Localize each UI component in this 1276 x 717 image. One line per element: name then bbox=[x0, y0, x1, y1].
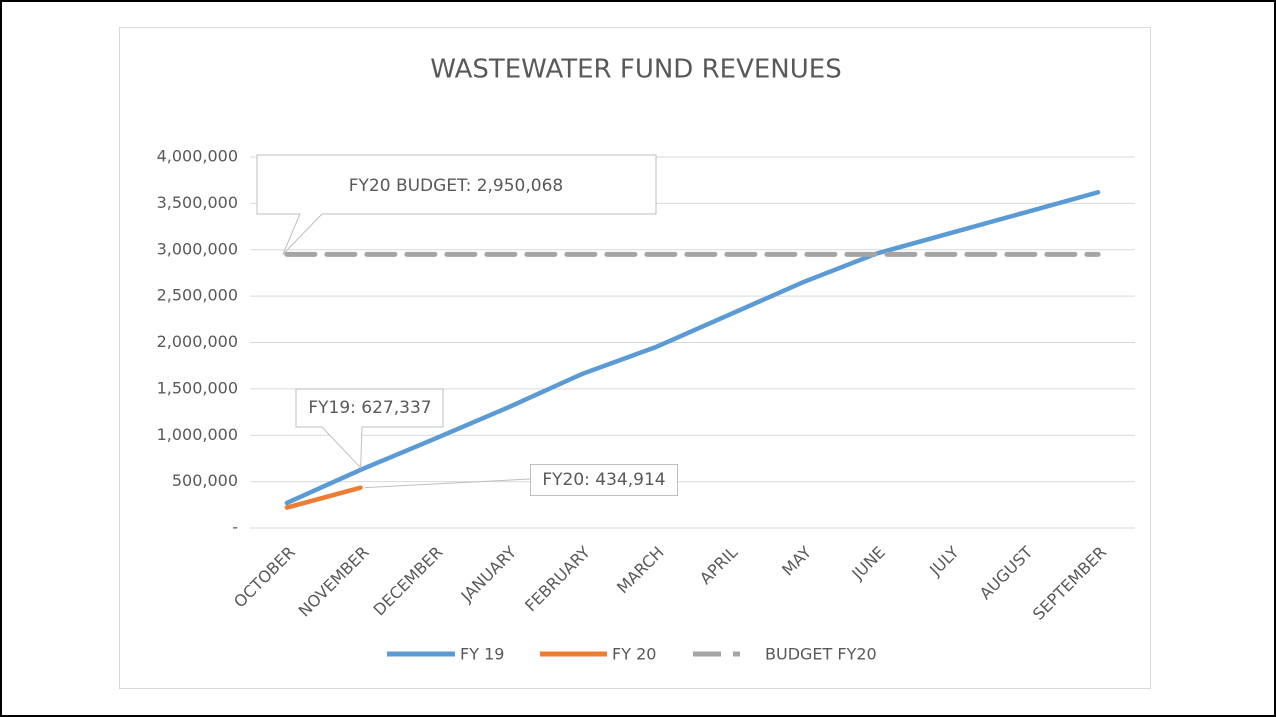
y-tick-label: 2,000,000 bbox=[157, 332, 238, 351]
legend-label: FY 20 bbox=[612, 645, 656, 664]
y-tick-label: 4,000,000 bbox=[157, 147, 238, 166]
leader-line bbox=[364, 478, 531, 489]
chart-title: WASTEWATER FUND REVENUES bbox=[430, 55, 841, 85]
chart-area bbox=[119, 27, 1151, 689]
legend-label: BUDGET FY20 bbox=[765, 645, 877, 664]
y-tick-label: 3,500,000 bbox=[157, 193, 238, 212]
annotation: FY20 BUDGET: 2,950,068 bbox=[349, 176, 563, 196]
series-line bbox=[284, 485, 363, 510]
y-tick-label: 2,500,000 bbox=[157, 286, 238, 305]
legend-label: FY 19 bbox=[460, 645, 504, 664]
callout bbox=[295, 388, 444, 470]
callout bbox=[530, 464, 678, 496]
annotation: FY19: 627,337 bbox=[308, 398, 431, 418]
y-tick-label: 3,000,000 bbox=[157, 239, 238, 258]
series-line bbox=[284, 189, 1101, 506]
y-tick-label: 1,500,000 bbox=[157, 378, 238, 397]
callout bbox=[256, 154, 657, 255]
annotation: FY20: 434,914 bbox=[542, 470, 665, 490]
y-tick-label: - bbox=[232, 518, 238, 537]
y-tick-label: 1,000,000 bbox=[157, 425, 238, 444]
y-tick-label: 500,000 bbox=[172, 471, 238, 490]
